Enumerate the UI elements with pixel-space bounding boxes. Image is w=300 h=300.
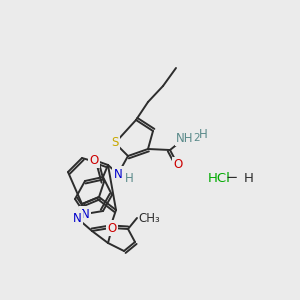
Text: −: − (226, 170, 238, 185)
Text: N: N (81, 208, 89, 220)
Text: H: H (244, 172, 254, 184)
Text: 2: 2 (193, 133, 200, 143)
Text: O: O (173, 158, 183, 172)
Text: HCl: HCl (208, 172, 231, 184)
Text: NH: NH (176, 131, 194, 145)
Text: O: O (89, 154, 99, 166)
Text: S: S (111, 136, 119, 149)
Text: CH₃: CH₃ (138, 212, 160, 224)
Text: H: H (125, 172, 134, 184)
Text: N: N (114, 167, 122, 181)
Text: O: O (107, 221, 117, 235)
Text: N: N (73, 212, 81, 224)
Text: H: H (199, 128, 208, 140)
